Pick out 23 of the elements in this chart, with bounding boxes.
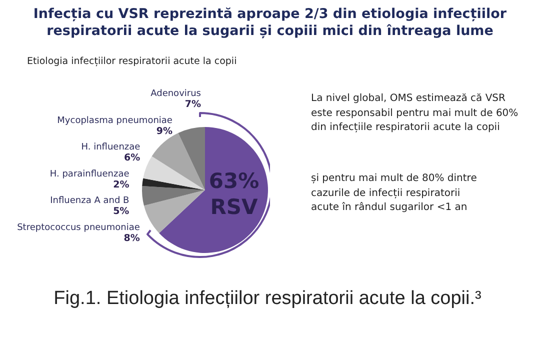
- data-label: 63%: [208, 169, 260, 193]
- data-label: 6%: [124, 152, 141, 164]
- slice-label: Mycoplasma pneumoniae: [57, 116, 173, 126]
- pie-slice: [142, 178, 205, 190]
- data-label: 7%: [184, 99, 202, 110]
- slice-label: Influenza A and B: [50, 196, 130, 206]
- data-label: 2%: [113, 179, 130, 190]
- text: La nivel global, OMS estimează că VSR este responsabil pentru mai mult de 60% din infecțiile respiratorii acute la copii: [311, 92, 520, 135]
- chart-title: Infecția cu VSR reprezintă aproape 2/3 din etiologia infecțiilor respiratorii acute la sugarii și copiii mici din întreaga lume: [32, 6, 508, 40]
- data-label: 8%: [124, 233, 140, 244]
- slice-label: Streptococcus pneumoniae: [17, 223, 140, 233]
- text: și pentru mai mult de 80% dintre cazurile de infecții respiratorii acute în rândul sugarilor <1 an: [311, 172, 478, 215]
- data-label: 5%: [113, 206, 130, 218]
- slice-label: H. parainfluenzae: [50, 169, 130, 180]
- data-label: 9%: [156, 126, 173, 137]
- pie-slice: [142, 186, 205, 206]
- slice-label: H. influenzae: [81, 142, 141, 153]
- slice-label: RSV: [210, 195, 259, 219]
- pie-slice: [178, 127, 205, 190]
- caption: Fig.1. Etiologia infecțiilor respiratorii acute la copii.³: [52, 288, 482, 310]
- slice-label: Adenovirus: [150, 89, 202, 99]
- chart-subtitle: Etiologia infecțiilor respiratorii acute la copii: [27, 56, 237, 67]
- pie-slice: [143, 156, 205, 190]
